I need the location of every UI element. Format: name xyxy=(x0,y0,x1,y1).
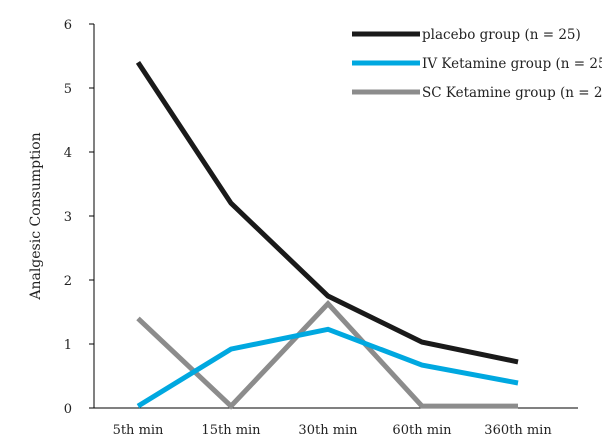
legend-label: IV Ketamine group (n = 25) xyxy=(422,56,602,72)
x-tick-label: 360th min xyxy=(484,423,552,438)
y-tick-label: 1 xyxy=(64,338,72,353)
legend-label: SC Ketamine group (n = 25) xyxy=(422,85,602,101)
x-tick-label: 30th min xyxy=(298,423,358,438)
series-layer xyxy=(135,61,519,410)
x-tick-label: 15th min xyxy=(201,423,261,438)
series-line-1 xyxy=(136,326,519,409)
series-line-0 xyxy=(135,61,519,365)
x-tick-label: 5th min xyxy=(113,423,164,438)
x-ticks: 5th min 15th min 30th min 60th min 360th min xyxy=(113,423,553,438)
y-ticks: 0 1 2 3 4 5 6 xyxy=(64,18,94,417)
legend-label: placebo group (n = 25) xyxy=(422,27,581,43)
y-tick-label: 2 xyxy=(64,274,72,289)
y-tick-label: 6 xyxy=(64,18,72,33)
y-tick-label: 0 xyxy=(64,402,72,417)
x-tick-label: 60th min xyxy=(392,423,452,438)
series-line-2 xyxy=(136,300,518,410)
y-tick-label: 4 xyxy=(64,146,72,161)
y-tick-label: 5 xyxy=(64,82,72,97)
y-axis-title: Analgesic Consumption xyxy=(28,132,44,300)
legend: placebo group (n = 25) IV Ketamine group … xyxy=(352,27,602,101)
y-tick-label: 3 xyxy=(64,210,72,225)
axes xyxy=(93,24,578,409)
